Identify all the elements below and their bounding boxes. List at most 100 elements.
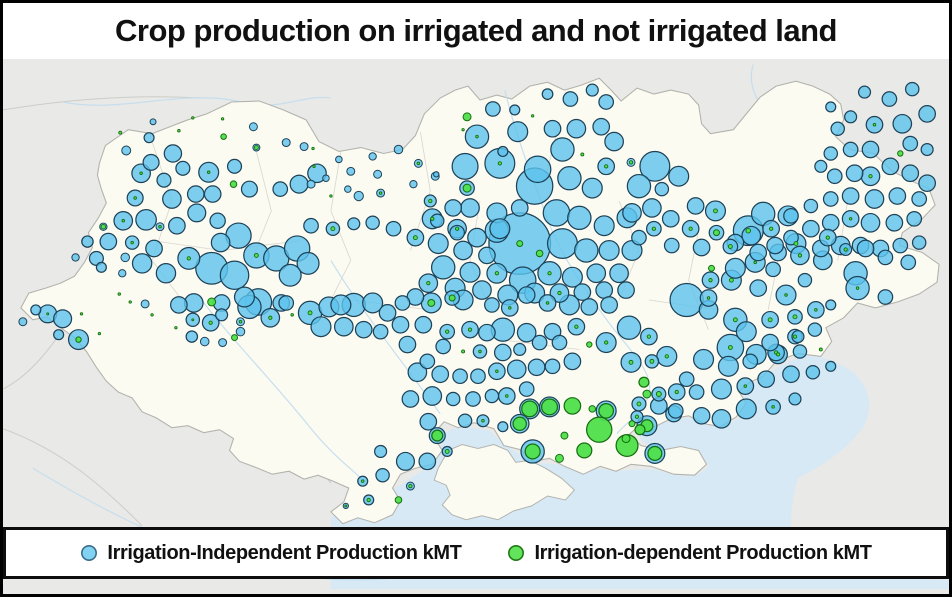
bubble-irrigation-independent [825, 101, 837, 113]
bubble-irrigation-dependent [238, 320, 243, 324]
bubble-irrigation-independent [71, 253, 80, 262]
bubble-irrigation-dependent [727, 345, 733, 350]
bubble-irrigation-independent [563, 352, 582, 371]
bubble-irrigation-independent [765, 261, 781, 278]
bubble-irrigation-independent [459, 261, 481, 283]
bubble-irrigation-independent [453, 240, 473, 261]
bubble-irrigation-independent [53, 329, 65, 341]
bubble-irrigation-dependent [366, 497, 371, 503]
bubble-irrigation-independent [668, 165, 690, 187]
bubble-irrigation-independent [353, 190, 364, 202]
bubble-irrigation-dependent [524, 443, 541, 460]
bubble-irrigation-dependent [428, 198, 433, 204]
neighbor-border-poland-belarus [3, 96, 202, 111]
bubble-irrigation-independent [365, 215, 380, 231]
bubble-irrigation-independent [509, 104, 521, 116]
bubble-irrigation-independent [561, 266, 583, 288]
bubble-irrigation-independent [792, 344, 808, 359]
bubble-irrigation-independent [506, 359, 527, 380]
bubble-irrigation-dependent [872, 123, 877, 127]
bubble-irrigation-independent [484, 388, 500, 404]
bubble-irrigation-independent [142, 153, 160, 171]
bubble-irrigation-dependent [174, 326, 178, 330]
bubble-irrigation-independent [782, 365, 800, 384]
bubble-irrigation-independent [631, 229, 647, 246]
bubble-irrigation-independent [507, 121, 529, 143]
bubble-irrigation-independent [892, 113, 913, 134]
bubble-irrigation-independent [333, 316, 354, 337]
bubble-irrigation-dependent [130, 240, 134, 245]
bubble-irrigation-dependent [771, 405, 775, 409]
bubble-irrigation-independent [735, 321, 757, 343]
bubble-irrigation-independent [346, 166, 356, 176]
bubble-irrigation-dependent [628, 160, 634, 165]
bubble-irrigation-independent [433, 171, 440, 178]
bubble-irrigation-independent [856, 239, 875, 258]
bubble-irrigation-independent [609, 263, 629, 284]
bubble-irrigation-independent [902, 135, 919, 152]
bubble-irrigation-dependent [206, 170, 211, 175]
bubble-irrigation-dependent [814, 308, 818, 312]
legend-label-dependent: Irrigation-dependent Production kMT [534, 541, 872, 564]
bubble-irrigation-dependent [664, 354, 669, 359]
bubble-irrigation-independent [118, 269, 127, 278]
bubble-irrigation-independent [735, 398, 757, 420]
bubble-irrigation-independent [667, 403, 684, 419]
bubble-irrigation-independent [296, 251, 320, 275]
bubble-irrigation-independent [457, 413, 473, 429]
bubble-irrigation-independent [407, 362, 428, 383]
bubble-irrigation-independent [375, 467, 390, 483]
bubble-irrigation-independent [497, 145, 509, 158]
bubble-irrigation-independent [187, 203, 207, 223]
bubble-irrigation-independent [203, 185, 222, 203]
bubble-irrigation-dependent [100, 224, 107, 230]
bubble-irrigation-independent [877, 289, 894, 305]
bubble-irrigation-dependent [128, 300, 132, 304]
bubble-irrigation-dependent [494, 271, 500, 276]
bubble-irrigation-independent [516, 322, 537, 343]
bubble-irrigation-independent [830, 121, 845, 136]
bubble-irrigation-dependent [848, 217, 853, 221]
bubble-irrigation-independent [373, 169, 383, 179]
bubble-irrigation-dependent [868, 174, 873, 179]
bubble-irrigation-independent [135, 208, 157, 231]
bubble-irrigation-dependent [121, 219, 125, 223]
bubble-irrigation-independent [199, 336, 210, 347]
bubble-irrigation-independent [427, 233, 449, 255]
bubble-irrigation-dependent [708, 278, 713, 283]
bubble-irrigation-independent [567, 205, 592, 231]
bubble-irrigation-independent [783, 207, 799, 224]
bubble-irrigation-independent [742, 353, 759, 370]
bubble-irrigation-dependent [462, 183, 472, 193]
bubble-irrigation-independent [430, 255, 456, 280]
bubble-irrigation-independent [240, 180, 259, 198]
bubble-irrigation-dependent [712, 229, 720, 237]
bubble-irrigation-independent [842, 141, 859, 158]
bubble-irrigation-dependent [775, 352, 781, 357]
bubble-irrigation-independent [95, 261, 107, 273]
bubble-irrigation-independent [749, 243, 768, 262]
bubble-irrigation-independent [489, 218, 511, 240]
bubble-irrigation-independent [585, 83, 599, 97]
bubble-irrigation-dependent [540, 398, 559, 416]
bubble-irrigation-independent [911, 191, 928, 207]
bubble-irrigation-dependent [312, 164, 316, 168]
bubble-irrigation-dependent [545, 301, 550, 305]
bubble-irrigation-independent [557, 166, 582, 191]
bubble-irrigation-independent [888, 187, 907, 205]
bubble-irrigation-independent [616, 315, 642, 340]
bubble-irrigation-independent [465, 391, 481, 407]
bubble-irrigation-independent [692, 238, 711, 257]
bubble-irrigation-independent [163, 144, 183, 163]
bubble-irrigation-independent [226, 158, 243, 174]
bubble-irrigation-dependent [708, 264, 715, 272]
bubble-irrigation-independent [757, 370, 776, 389]
bubble-irrigation-dependent [688, 226, 693, 231]
bubble-irrigation-dependent [191, 318, 195, 322]
bubble-irrigation-independent [573, 283, 592, 301]
bubble-irrigation-dependent [344, 504, 348, 508]
bubble-irrigation-independent [580, 298, 599, 316]
bubble-irrigation-independent [170, 296, 188, 314]
bubble-irrigation-independent [586, 263, 607, 284]
bubble-irrigation-independent [218, 338, 228, 348]
